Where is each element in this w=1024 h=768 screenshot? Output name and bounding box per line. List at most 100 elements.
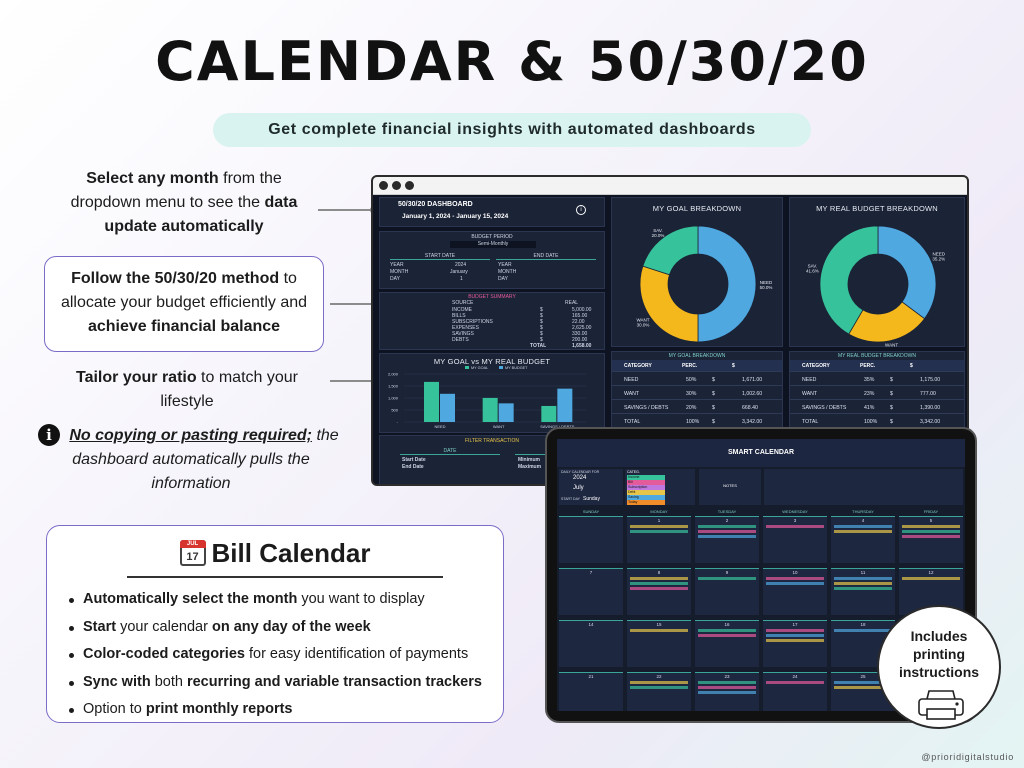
- calendar-day-cell[interactable]: 14: [559, 620, 623, 667]
- year-label: YEAR: [390, 262, 404, 268]
- calendar-day-number: 16: [724, 622, 730, 627]
- donut-slice-want: [639, 265, 699, 343]
- calendar-day-cell[interactable]: 16: [695, 620, 759, 667]
- calendar-entry: [766, 582, 824, 585]
- table-cell: 1,002.60: [742, 391, 763, 397]
- bar-my-goal: [424, 381, 439, 422]
- table-cell: $: [712, 391, 715, 397]
- calendar-day-cell[interactable]: 23: [695, 672, 759, 711]
- table-cell: $: [712, 419, 715, 425]
- calendar-day-number: 11: [860, 570, 866, 575]
- start-day-select[interactable]: Sunday: [583, 496, 600, 502]
- calendar-day-cell[interactable]: 7: [559, 568, 623, 615]
- window-dot-icon[interactable]: [379, 181, 388, 190]
- summary-row-label: SAVINGS: [452, 331, 474, 337]
- table-row: NEED 35% $1,175.00: [790, 374, 964, 386]
- calendar-day-cell[interactable]: 15: [627, 620, 691, 667]
- calendar-day-cell[interactable]: 5: [899, 516, 963, 563]
- calendar-year-select[interactable]: 2024: [573, 475, 587, 481]
- calendar-entry: [766, 681, 824, 684]
- table-cell: $: [890, 377, 893, 383]
- year-value[interactable]: 2024: [455, 262, 467, 268]
- calendar-day-cell[interactable]: 11: [831, 568, 895, 615]
- calendar-day-number: 24: [792, 674, 798, 679]
- calendar-day-cell[interactable]: 2: [695, 516, 759, 563]
- calendar-day-cell[interactable]: 10: [763, 568, 827, 615]
- dashboard-header: 50/30/20 DASHBOARD January 1, 2024 - Jan…: [379, 197, 605, 227]
- calendar-day-number: 2: [725, 518, 729, 523]
- calendar-day-cell[interactable]: 24: [763, 672, 827, 711]
- table-header-cell: CATEGORY: [802, 363, 830, 369]
- start-day-label: START DAY: [561, 497, 580, 501]
- calendar-entry: [698, 530, 756, 533]
- bar-my-budget: [557, 388, 573, 422]
- notes-panel: NOTES: [699, 469, 761, 505]
- y-tick-label: -: [397, 420, 399, 425]
- badge-line: instructions: [898, 664, 980, 680]
- calendar-entry: [630, 582, 688, 585]
- calendar-month-select[interactable]: July: [573, 485, 584, 491]
- bill-calendar-card: JUL 17 Bill Calendar Automatically selec…: [46, 525, 504, 723]
- calendar-day-cell[interactable]: 9: [695, 568, 759, 615]
- summary-row-value: 330.00: [572, 331, 588, 337]
- goal-breakdown-panel: MY GOAL BREAKDOWN NEED 50.0% WANT 30.0% SAV.…: [611, 197, 783, 347]
- calendar-day-cell[interactable]: 3: [763, 516, 827, 563]
- budget-period-select[interactable]: Semi-Monthly: [450, 241, 536, 248]
- calendar-day-cell[interactable]: 17: [763, 620, 827, 667]
- bar-chart-title: MY GOAL vs MY REAL BUDGET: [433, 357, 551, 366]
- list-item: Sync with both recurring and variable tr…: [69, 669, 499, 697]
- x-tick-label: NEED: [434, 424, 445, 429]
- calendar-day-cell[interactable]: 21: [559, 672, 623, 711]
- calendar-entry: [766, 629, 824, 632]
- calendar-day-cell[interactable]: 22: [627, 672, 691, 711]
- weekday-header: WEDNESDAY: [782, 509, 808, 514]
- calendar-entry: [630, 686, 688, 689]
- table-cell: SAVINGS / DEBTS: [624, 405, 669, 411]
- day-value[interactable]: 1: [460, 276, 463, 282]
- summary-row-currency: $: [540, 313, 543, 319]
- category-item: Today: [627, 500, 665, 505]
- summary-row-label: EXPENSES: [452, 325, 479, 331]
- month-select[interactable]: January: [450, 269, 468, 275]
- calendar-day-number: 8: [657, 570, 661, 575]
- connector-line: [330, 300, 380, 308]
- category-item: Saving: [627, 495, 665, 500]
- calendar-entry: [630, 530, 688, 533]
- calendar-entry: [902, 530, 960, 533]
- summary-row-value: 200.00: [572, 337, 588, 343]
- table-header-cell: PERC.: [860, 363, 876, 369]
- info-icon[interactable]: i: [576, 205, 586, 215]
- table-header: CATEGORY PERC. $: [790, 360, 964, 372]
- summary-row-currency: $: [540, 331, 543, 337]
- summary-row-value: 22.00: [572, 319, 585, 325]
- summary-header-source: SOURCE: [452, 300, 474, 306]
- table-cell: WANT: [802, 391, 818, 397]
- list-item: Option to print monthly reports: [69, 696, 499, 724]
- table-cell: TOTAL: [802, 419, 819, 425]
- calendar-day-cell[interactable]: 8: [627, 568, 691, 615]
- calendar-day-number: 17: [792, 622, 798, 627]
- year-label: YEAR: [498, 262, 512, 268]
- category-item: Bill: [627, 480, 665, 485]
- y-tick-label: 500: [391, 408, 398, 413]
- calendar-entry: [698, 681, 756, 684]
- calendar-day-cell[interactable]: 4: [831, 516, 895, 563]
- category-item: Debt: [627, 490, 665, 495]
- table-cell: TOTAL: [624, 419, 641, 425]
- calendar-day-cell[interactable]: 1: [627, 516, 691, 563]
- calendar-day-cell[interactable]: [559, 516, 623, 563]
- donut-slice-sav: [642, 225, 699, 276]
- table-cell: 20%: [686, 405, 697, 411]
- y-tick-label: 1,000: [388, 396, 399, 401]
- notes-area[interactable]: [764, 469, 963, 505]
- table-cell: 23%: [864, 391, 875, 397]
- calendar-icon-day: 17: [186, 551, 199, 563]
- bar-my-goal: [541, 405, 557, 422]
- window-dot-icon[interactable]: [392, 181, 401, 190]
- calendar-entry: [834, 686, 892, 689]
- list-item: Color-coded categories for easy identifi…: [69, 641, 499, 669]
- window-dot-icon[interactable]: [405, 181, 414, 190]
- budget-summary-title: BUDGET SUMMARY: [468, 294, 516, 300]
